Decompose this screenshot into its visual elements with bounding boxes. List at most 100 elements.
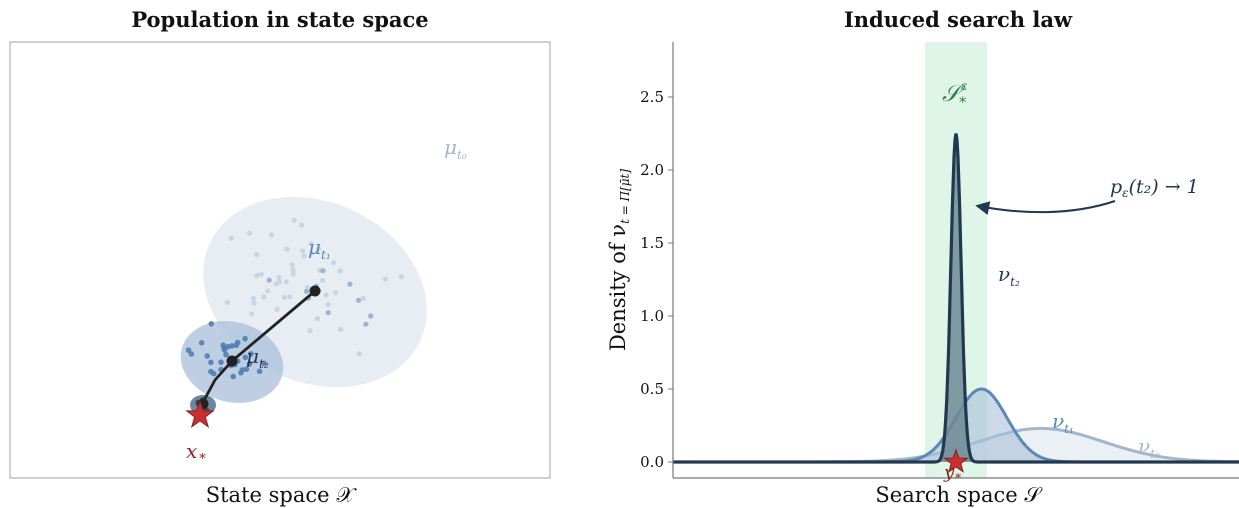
- point-mu-t1: [204, 353, 210, 359]
- left-panel: Population in state space μt₀ μt₁ μt₂ x *…: [9, 7, 551, 507]
- point-mu-t1: [185, 347, 192, 353]
- label-x-star: x *: [186, 439, 206, 467]
- point-mu-t0: [314, 316, 320, 322]
- x-star-marker: [185, 399, 215, 429]
- point-mu-t0: [337, 268, 343, 274]
- y-tick-label: 1.5: [640, 234, 664, 252]
- point-mu-t1: [188, 351, 195, 357]
- point-mu-t0: [249, 311, 255, 317]
- density-nu-t2-fill: [673, 133, 1239, 462]
- left-panel-xlabel: State space 𝒳: [206, 483, 357, 507]
- label-mu-t0: μt₀: [444, 135, 467, 162]
- point-mu-t1: [208, 321, 215, 327]
- point-mu-t0: [300, 248, 306, 254]
- label-mu-t1: μt₁: [308, 235, 331, 262]
- point-mu-t1: [246, 361, 253, 367]
- point-mu-t1: [242, 354, 249, 361]
- y-tick-label: 1.0: [640, 307, 664, 325]
- label-nu-t2: νt₂: [998, 262, 1020, 289]
- point-mu-t1: [230, 373, 236, 380]
- label-nu-t1: νt₁: [1052, 409, 1074, 436]
- point-mu-t0: [276, 279, 283, 285]
- point-mu-t0: [360, 295, 366, 301]
- y-tick-label: 0.0: [640, 453, 664, 471]
- point-mu-t0: [283, 279, 289, 285]
- point-mu-t0: [325, 302, 331, 308]
- right-panel-xlabel: Search space 𝒮: [875, 483, 1043, 507]
- point-mu-t0: [291, 217, 297, 223]
- label-mu-t2: μt₂: [246, 344, 269, 371]
- point-mu-t0: [301, 253, 307, 259]
- point-mu-t0: [338, 326, 344, 333]
- point-mu-t0: [308, 241, 314, 247]
- right-panel: Induced search law 0.0 0.5 1.0 1.5 2.0 2.5 De…: [606, 7, 1239, 507]
- point-mu-t1: [233, 342, 239, 349]
- mean-point-t2: [226, 355, 238, 367]
- annotation-probability: pε(t₂) → 1: [1110, 176, 1199, 200]
- point-mu-t0: [398, 274, 404, 280]
- point-mu-t0: [261, 294, 267, 300]
- point-mu-t0: [251, 300, 257, 306]
- point-mu-t0: [332, 290, 338, 296]
- point-mu-t0: [281, 294, 288, 301]
- point-mu-t0: [289, 262, 295, 268]
- label-y-star: y*: [943, 462, 961, 485]
- point-mu-t0: [368, 313, 374, 319]
- point-mu-t1: [198, 340, 205, 346]
- point-mu-t0: [320, 277, 326, 283]
- point-mu-t0: [331, 259, 337, 266]
- point-mu-t0: [303, 288, 310, 294]
- point-mu-t0: [254, 273, 260, 279]
- y-tick-label: 0.5: [640, 380, 664, 398]
- point-mu-t0: [287, 294, 293, 300]
- point-mu-t0: [347, 281, 353, 287]
- right-panel-title: Induced search law: [844, 7, 1073, 32]
- point-mu-t0: [224, 299, 230, 305]
- point-mu-t0: [268, 232, 274, 238]
- point-mu-t0: [299, 222, 305, 228]
- y-star-marker: [943, 448, 969, 473]
- point-mu-t0: [323, 292, 329, 298]
- mean-point-t1: [309, 285, 321, 297]
- point-mu-t0: [266, 277, 272, 283]
- mean-trajectory: [199, 289, 316, 407]
- point-mu-t1: [243, 366, 250, 373]
- point-mu-t1: [208, 368, 214, 375]
- density-nu-t0-fill: [673, 428, 1239, 462]
- probability-arrow: [975, 200, 1116, 215]
- point-mu-t0: [228, 235, 234, 241]
- point-mu-t0: [316, 246, 322, 252]
- annotation-target-set: 𝒮ε *: [942, 79, 967, 111]
- point-mu-t0: [258, 271, 264, 277]
- point-mu-t1: [220, 342, 226, 349]
- point-mu-t0: [250, 295, 256, 301]
- point-mu-t1: [239, 367, 245, 373]
- y-tick-label: 2.5: [640, 88, 664, 106]
- point-mu-t1: [248, 351, 254, 357]
- point-mu-t1: [225, 343, 231, 350]
- point-mu-t0: [356, 351, 362, 357]
- point-mu-t0: [290, 267, 296, 273]
- right-panel-ylabel: Density of νt = Π[μ̄t]: [606, 169, 632, 351]
- point-mu-t1: [218, 359, 224, 366]
- point-mu-t1: [242, 335, 248, 342]
- point-mu-t0: [276, 274, 282, 280]
- point-mu-t0: [274, 306, 280, 313]
- point-mu-t1: [261, 360, 267, 367]
- point-mu-t0: [307, 328, 313, 334]
- point-mu-t0: [356, 297, 362, 303]
- point-mu-t0: [246, 230, 253, 236]
- point-mu-t0: [325, 310, 331, 316]
- point-mu-t1: [223, 351, 229, 358]
- point-mu-t0: [320, 268, 326, 274]
- point-mu-t0: [265, 288, 271, 294]
- left-panel-title: Population in state space: [131, 7, 428, 32]
- point-mu-t0: [284, 246, 290, 252]
- point-mu-t0: [382, 276, 388, 282]
- y-tick-label: 2.0: [640, 161, 664, 179]
- point-mu-t1: [208, 359, 214, 366]
- point-mu-t0: [363, 321, 369, 327]
- point-mu-t0: [304, 284, 311, 290]
- point-mu-t0: [254, 252, 260, 258]
